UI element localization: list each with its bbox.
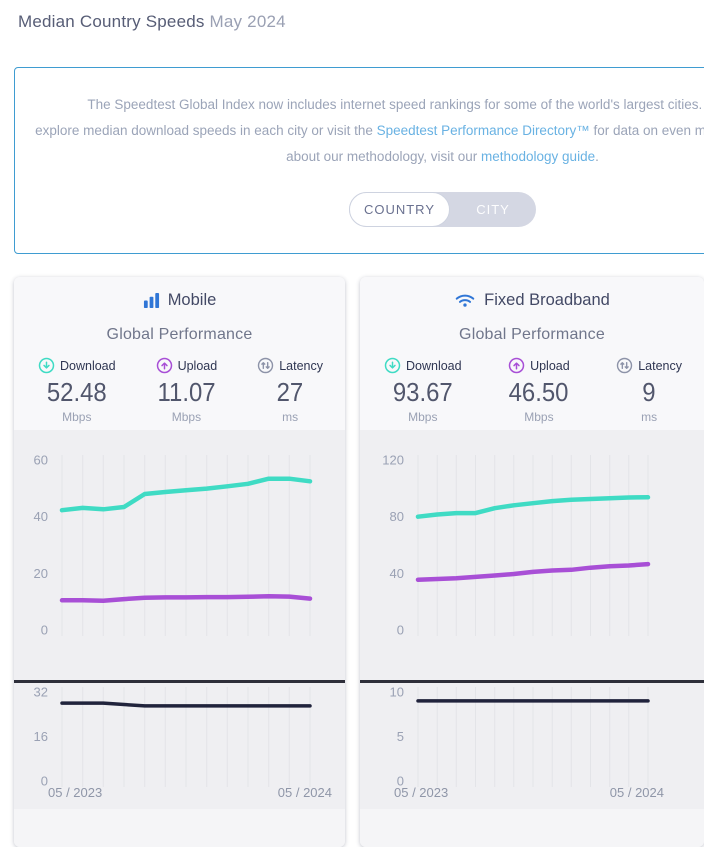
card-subtitle: Global Performance bbox=[106, 326, 253, 343]
fixed-latency-chart[interactable]: 0 5 10 bbox=[360, 683, 704, 795]
download-stat: Download 52.48 Mbps bbox=[38, 357, 116, 424]
page-title-period: May 2024 bbox=[209, 12, 286, 31]
download-icon bbox=[384, 357, 401, 374]
stat-value: 11.07 bbox=[157, 377, 216, 407]
country-city-toggle[interactable]: COUNTRY CITY bbox=[349, 192, 536, 227]
chart-divider bbox=[14, 680, 345, 683]
card-footer bbox=[14, 809, 345, 847]
svg-text:20: 20 bbox=[34, 566, 48, 581]
x-axis-end-label: 05 / 2024 bbox=[277, 785, 332, 800]
card-title: Mobile bbox=[167, 291, 217, 309]
x-axis-start-label: 05 / 2023 bbox=[48, 785, 103, 800]
performance-directory-link[interactable]: Speedtest Performance Directory™ bbox=[376, 123, 590, 138]
svg-text:16: 16 bbox=[34, 729, 48, 744]
x-axis-end-label: 05 / 2024 bbox=[609, 785, 664, 800]
fixed-speed-chart[interactable]: 0 40 80 120 bbox=[360, 430, 704, 680]
download-stat: Download 93.67 Mbps bbox=[384, 357, 462, 424]
upload-icon bbox=[156, 357, 172, 374]
svg-text:40: 40 bbox=[34, 509, 48, 524]
stat-label: Upload bbox=[530, 358, 570, 373]
latency-stat: Latency 9 ms bbox=[616, 357, 682, 424]
svg-text:80: 80 bbox=[390, 509, 404, 524]
stat-label: Latency bbox=[279, 358, 323, 373]
toggle-option-city[interactable]: CITY bbox=[476, 202, 510, 217]
stat-label: Download bbox=[60, 358, 116, 373]
stat-unit: Mbps bbox=[408, 410, 438, 424]
latency-stat: Latency 27 ms bbox=[257, 357, 323, 424]
stat-label: Upload bbox=[177, 358, 218, 373]
stat-value: 9 bbox=[642, 377, 656, 407]
latency-icon bbox=[258, 357, 274, 374]
svg-text:5: 5 bbox=[397, 729, 404, 744]
toggle-option-country[interactable]: COUNTRY bbox=[349, 192, 450, 227]
x-axis-start-label: 05 / 2023 bbox=[394, 785, 449, 800]
wifi-icon bbox=[455, 294, 475, 307]
intro-line-3-text: about our methodology, visit our bbox=[286, 149, 481, 164]
methodology-guide-link[interactable]: methodology guide bbox=[481, 149, 596, 164]
svg-text:0: 0 bbox=[41, 774, 48, 789]
intro-panel: The Speedtest Global Index now includes … bbox=[14, 67, 704, 254]
mobile-card-header: Mobile Global Performance Download 52.48… bbox=[14, 277, 345, 430]
stat-unit: ms bbox=[641, 410, 658, 424]
svg-text:0: 0 bbox=[397, 623, 404, 638]
stat-value: 93.67 bbox=[392, 377, 453, 407]
intro-text: The Speedtest Global Index now includes … bbox=[15, 92, 704, 170]
svg-text:10: 10 bbox=[390, 685, 404, 700]
svg-text:40: 40 bbox=[390, 566, 404, 581]
intro-line-2-text-after: for data on even more cities. To learn m… bbox=[593, 123, 704, 138]
stat-unit: Mbps bbox=[171, 410, 202, 424]
intro-line-3: about our methodology, visit our methodo… bbox=[15, 144, 704, 170]
intro-line-1: The Speedtest Global Index now includes … bbox=[87, 97, 704, 112]
fixed-card-header: Fixed Broadband Global Performance Downl… bbox=[360, 277, 704, 430]
card-title: Fixed Broadband bbox=[484, 291, 610, 309]
chart-divider bbox=[360, 680, 704, 683]
latency-icon bbox=[617, 357, 633, 374]
svg-text:32: 32 bbox=[34, 685, 48, 700]
stat-label: Download bbox=[406, 358, 462, 373]
svg-text:60: 60 bbox=[34, 453, 48, 468]
upload-icon bbox=[508, 357, 525, 374]
card-subtitle: Global Performance bbox=[459, 326, 605, 343]
mobile-card: Mobile Global Performance Download 52.48… bbox=[14, 277, 345, 847]
mobile-stats-row: Download 52.48 Mbps Upload 11.07 Mbps bbox=[14, 344, 345, 424]
page-title-main: Median Country Speeds bbox=[18, 12, 205, 31]
page-title: Median Country Speeds May 2024 bbox=[18, 12, 286, 32]
mobile-latency-chart[interactable]: 0 16 32 bbox=[14, 683, 345, 795]
download-icon bbox=[38, 357, 55, 374]
stat-label: Latency bbox=[638, 358, 682, 373]
stat-unit: Mbps bbox=[62, 410, 92, 424]
fixed-latency-section: 0 5 10 05 / 2023 05 / 2024 bbox=[360, 683, 704, 809]
card-footer bbox=[360, 809, 704, 847]
fixed-broadband-card: Fixed Broadband Global Performance Downl… bbox=[360, 277, 704, 847]
stat-value: 52.48 bbox=[46, 377, 107, 407]
svg-text:0: 0 bbox=[397, 774, 404, 789]
svg-text:0: 0 bbox=[41, 623, 48, 638]
mobile-bars-icon bbox=[143, 292, 159, 309]
mobile-speed-chart[interactable]: 0 20 40 60 bbox=[14, 430, 345, 680]
stat-value: 46.50 bbox=[508, 377, 569, 407]
stat-value: 27 bbox=[276, 377, 304, 407]
stat-unit: Mbps bbox=[524, 410, 554, 424]
mobile-latency-section: 0 16 32 05 / 2023 05 / 2024 bbox=[14, 683, 345, 809]
upload-stat: Upload 46.50 Mbps bbox=[506, 357, 571, 424]
intro-line-2: explore median download speeds in each c… bbox=[15, 118, 704, 144]
stat-unit: ms bbox=[282, 410, 299, 424]
svg-text:120: 120 bbox=[382, 453, 404, 468]
upload-stat: Upload 11.07 Mbps bbox=[155, 357, 218, 424]
fixed-stats-row: Download 93.67 Mbps Upload 46.50 Mbps bbox=[360, 344, 704, 424]
intro-line-3-text-after: . bbox=[595, 149, 599, 164]
intro-line-2-text: explore median download speeds in each c… bbox=[35, 123, 377, 138]
